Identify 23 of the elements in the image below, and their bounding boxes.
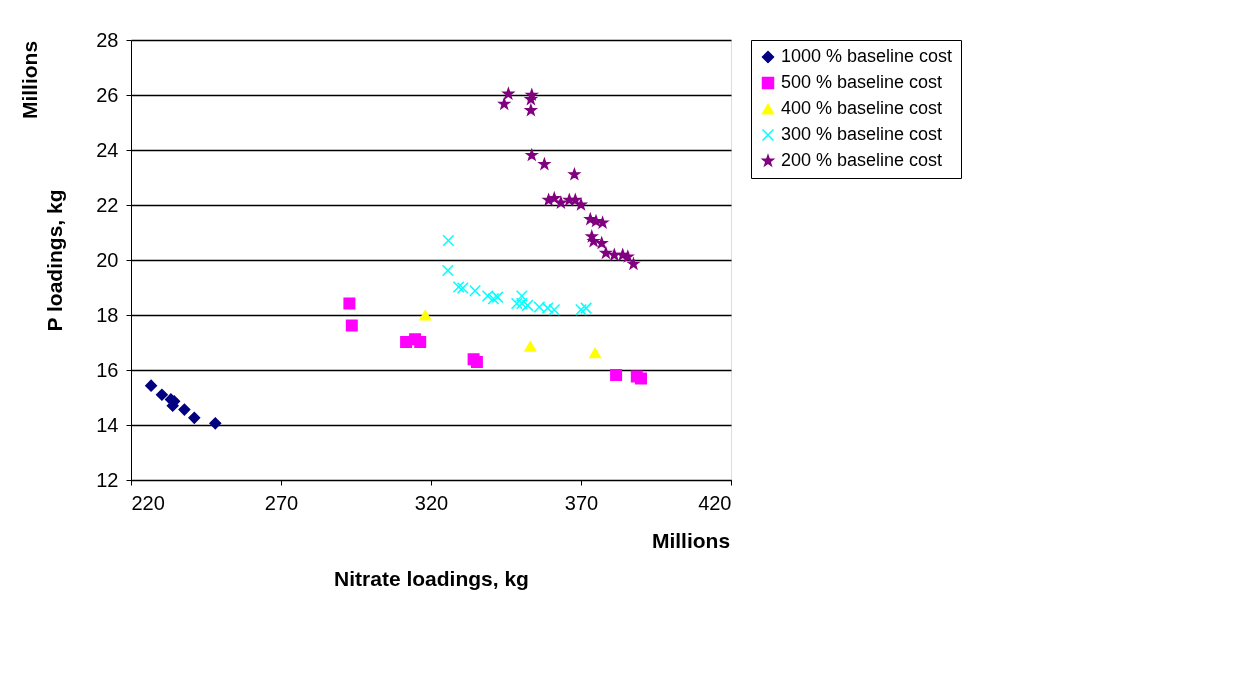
y-tick-label: 22 bbox=[96, 193, 119, 216]
text: Millions bbox=[651, 529, 731, 552]
text: Millions bbox=[18, 40, 41, 120]
y-tick-label: 20 bbox=[96, 248, 119, 271]
y-tick-label: 28 bbox=[96, 28, 119, 51]
x-axis-title: Nitrate loadings, kg bbox=[334, 566, 529, 590]
x-tick-label: 220 bbox=[131, 491, 165, 514]
legend-label: 400 % baseline cost bbox=[781, 98, 943, 118]
legend-label: 500 % baseline cost bbox=[781, 72, 943, 92]
y-tick-label: 26 bbox=[96, 83, 119, 106]
legend-label: 300 % baseline cost bbox=[781, 124, 943, 144]
x-tick-label: 370 bbox=[564, 491, 599, 514]
y-tick-label: 12 bbox=[96, 468, 119, 491]
legend-label: 200 % baseline cost bbox=[781, 150, 943, 170]
x-tick-label: 320 bbox=[414, 491, 449, 514]
x-tick-label: 420 bbox=[698, 491, 732, 514]
y-tick-label: 14 bbox=[96, 413, 119, 436]
y-axis-title: P loadings, kg bbox=[43, 189, 67, 332]
x-tick-label: 270 bbox=[264, 491, 299, 514]
y-tick-label: 18 bbox=[96, 303, 119, 326]
legend-label: 1000 % baseline cost bbox=[781, 46, 953, 66]
y-tick-label: 24 bbox=[96, 138, 119, 161]
y-tick-label: 16 bbox=[96, 358, 119, 381]
